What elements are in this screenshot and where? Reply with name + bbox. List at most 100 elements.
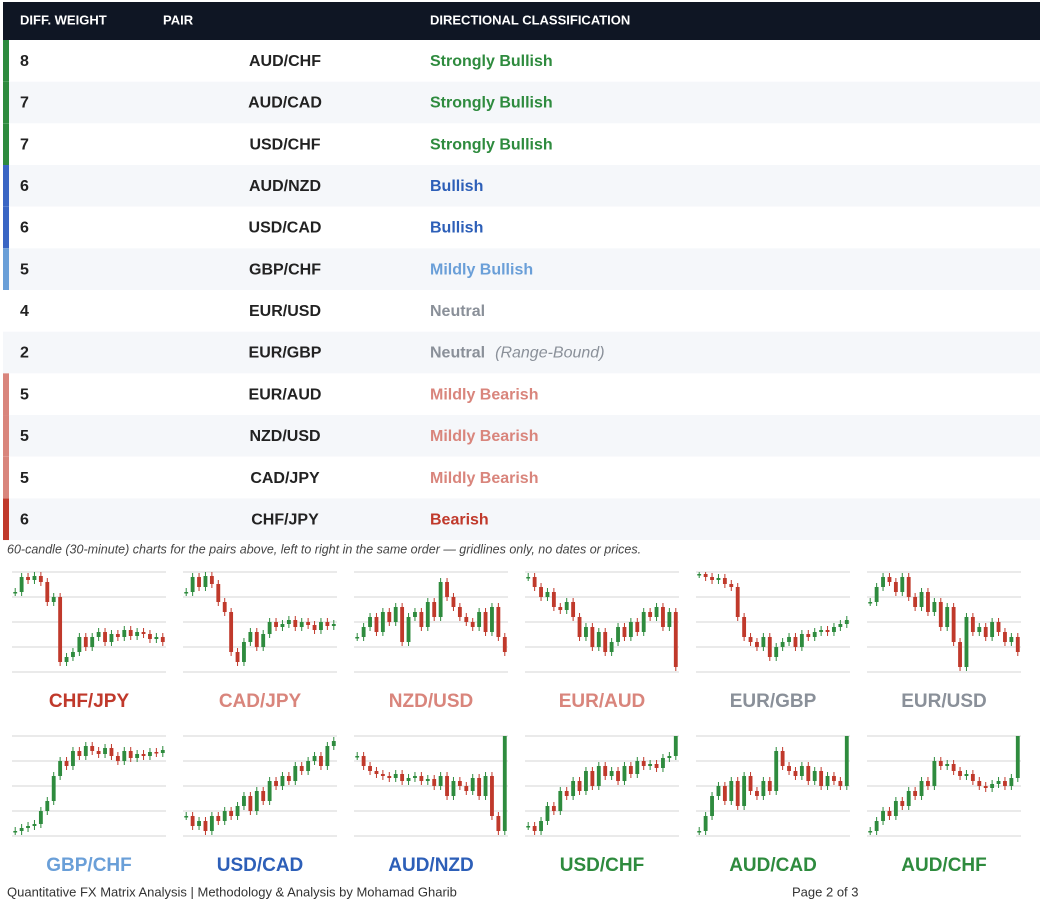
pair-cell: CAD/JPY xyxy=(250,470,320,487)
candle-body xyxy=(584,771,588,791)
weight-cell: 4 xyxy=(20,303,29,320)
candle-body xyxy=(419,776,424,781)
pair-cell: USD/CHF xyxy=(249,136,320,153)
table-header xyxy=(3,2,1040,40)
candle-body xyxy=(990,622,995,637)
table-row xyxy=(3,290,1040,332)
candle-body xyxy=(400,774,405,781)
candle-body xyxy=(951,607,956,642)
candle-body xyxy=(209,576,214,584)
candle-body xyxy=(96,632,101,637)
candle-body xyxy=(742,617,747,637)
candle-body xyxy=(748,776,753,791)
candle-body xyxy=(812,771,817,781)
classification-cell: Neutral xyxy=(430,303,485,320)
classification-cell: Strongly Bullish xyxy=(430,95,553,112)
candle-body xyxy=(539,587,543,597)
candle-body xyxy=(387,612,392,622)
candle-body xyxy=(229,612,234,652)
classification-note: (Range-Bound) xyxy=(495,345,604,362)
candle-body xyxy=(374,771,379,774)
candle-body xyxy=(115,634,120,637)
candle-body xyxy=(368,766,372,771)
pair-cell: CHF/JPY xyxy=(251,511,319,528)
candle-body xyxy=(286,776,291,781)
candle-body xyxy=(958,642,962,667)
candle-body xyxy=(451,781,456,796)
candle-body xyxy=(419,612,424,627)
candle-body xyxy=(667,756,672,758)
table-row xyxy=(3,456,1040,499)
candle-body xyxy=(616,771,620,781)
chart-pair-label: AUD/CHF xyxy=(901,855,987,876)
candle-body xyxy=(735,781,740,806)
candle-body xyxy=(906,577,911,597)
candle-body xyxy=(1009,637,1014,642)
candle-body xyxy=(115,756,120,761)
candle-body xyxy=(990,784,995,788)
candle-body xyxy=(483,612,488,632)
candle-body xyxy=(648,764,653,766)
candle-body xyxy=(716,578,721,580)
candle-body xyxy=(571,602,576,617)
candle-body xyxy=(451,597,456,607)
header-pair: PAIR xyxy=(163,12,194,27)
candle-body xyxy=(774,751,779,791)
candle-body xyxy=(673,736,678,756)
chart-pair-label: CAD/JPY xyxy=(219,691,302,712)
candle-body xyxy=(673,612,678,667)
candle-body xyxy=(26,826,30,828)
candle-body xyxy=(141,632,146,634)
candle-body xyxy=(380,612,385,632)
footer-page: Page 2 of 3 xyxy=(792,884,859,899)
classification-cell: Mildly Bearish xyxy=(430,428,538,445)
candle-body xyxy=(380,774,385,776)
candle-body xyxy=(932,602,937,612)
candle-body xyxy=(838,781,843,786)
candle-body xyxy=(122,751,127,761)
table-row xyxy=(3,415,1040,457)
candle-body xyxy=(1015,637,1020,652)
candle-body xyxy=(19,577,24,592)
candle-body xyxy=(539,821,543,831)
candle-body xyxy=(964,617,969,667)
candle-body xyxy=(881,811,885,821)
chart-pair-label: GBP/CHF xyxy=(46,855,132,876)
candle-body xyxy=(983,627,988,637)
table-row xyxy=(3,81,1040,124)
candle-body xyxy=(477,778,482,796)
candle-body xyxy=(748,637,753,642)
candle-body xyxy=(148,634,152,639)
candle-body xyxy=(77,751,82,756)
candle-body xyxy=(970,774,975,781)
candle-body xyxy=(190,816,195,826)
candle-body xyxy=(319,756,323,766)
candle-body xyxy=(229,811,234,816)
candle-body xyxy=(641,612,646,632)
candle-body xyxy=(197,577,201,587)
candle-body xyxy=(703,574,708,577)
candle-body xyxy=(825,630,830,632)
candle-body xyxy=(58,597,63,662)
candle-body xyxy=(464,617,469,622)
row-marker xyxy=(3,165,9,207)
caption: 60-candle (30-minute) charts for the pai… xyxy=(7,542,641,556)
candle-body xyxy=(325,746,330,766)
candle-body xyxy=(742,776,747,806)
candle-body xyxy=(216,584,221,602)
candle-body xyxy=(457,607,462,617)
classification-cell: Bullish xyxy=(430,220,483,237)
weight-cell: 6 xyxy=(20,511,29,528)
candle-body xyxy=(622,766,627,781)
candle-body xyxy=(667,612,672,627)
candle-body xyxy=(716,786,721,796)
pair-cell: AUD/CHF xyxy=(249,53,321,70)
pair-cell: EUR/USD xyxy=(249,303,321,320)
candle-body xyxy=(490,607,494,632)
candle-body xyxy=(242,642,246,662)
candle-body xyxy=(13,831,18,833)
candle-body xyxy=(628,622,633,637)
candle-body xyxy=(900,577,905,592)
candle-body xyxy=(819,630,824,632)
candle-body xyxy=(710,796,714,816)
